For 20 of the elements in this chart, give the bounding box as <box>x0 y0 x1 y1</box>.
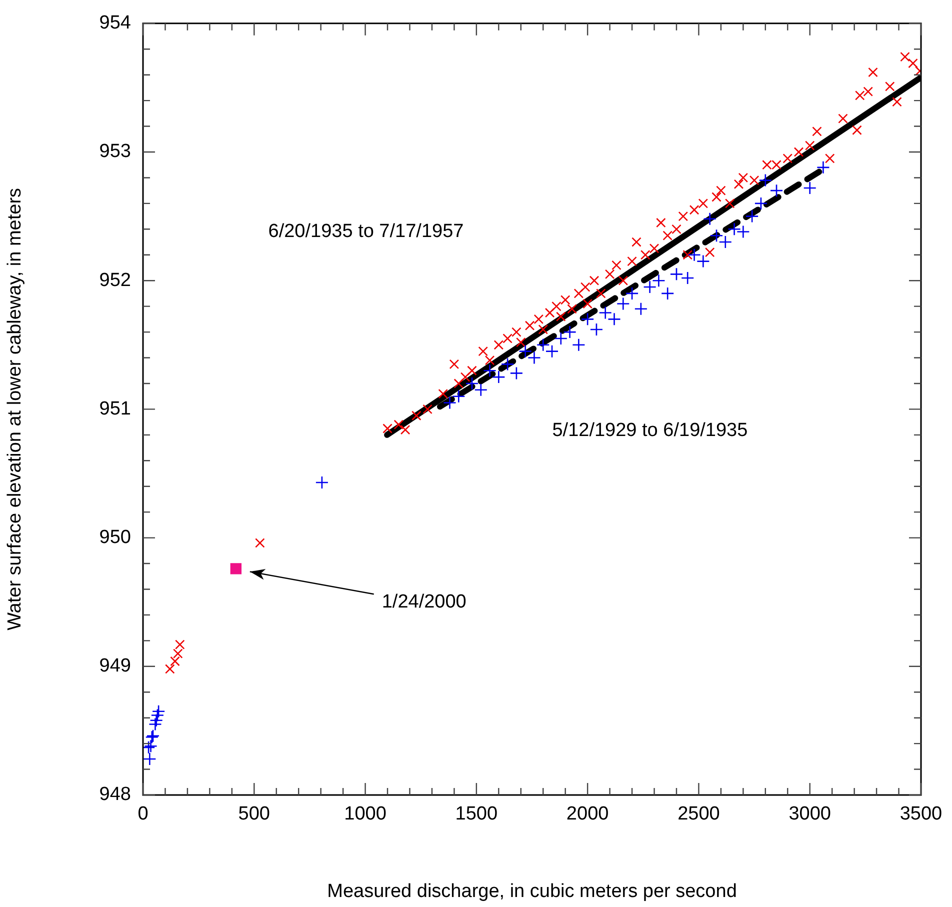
x-tick-label: 2500 <box>678 804 720 825</box>
y-tick-label: 954 <box>99 12 132 34</box>
y-tick-label: 952 <box>99 270 131 291</box>
x-tick-label: 500 <box>238 804 270 825</box>
y-tick-label: 949 <box>99 656 131 677</box>
annotation: 5/12/1929 to 6/19/1935 <box>552 420 748 442</box>
x-tick-label: 3000 <box>788 804 831 825</box>
x-axis-title: Measured discharge, in cubic meters per second <box>327 880 737 902</box>
y-axis-title: Water surface elevation at lower cableway, in meters <box>4 188 26 630</box>
y-tick-label: 953 <box>99 141 131 162</box>
y-tick-label: 950 <box>99 527 131 548</box>
x-tick-label: 1000 <box>344 804 386 825</box>
annotation: 6/20/1935 to 7/17/1957 <box>268 220 464 242</box>
x-tick-label: 2000 <box>566 804 609 825</box>
x-tick-label: 3500 <box>900 804 942 825</box>
x-tick-label: 1500 <box>455 804 498 825</box>
x-tick-label: 0 <box>138 804 148 825</box>
y-tick-label: 951 <box>99 398 131 420</box>
annotation: 1/24/2000 <box>382 591 466 612</box>
y-tick-label: 948 <box>99 784 131 806</box>
